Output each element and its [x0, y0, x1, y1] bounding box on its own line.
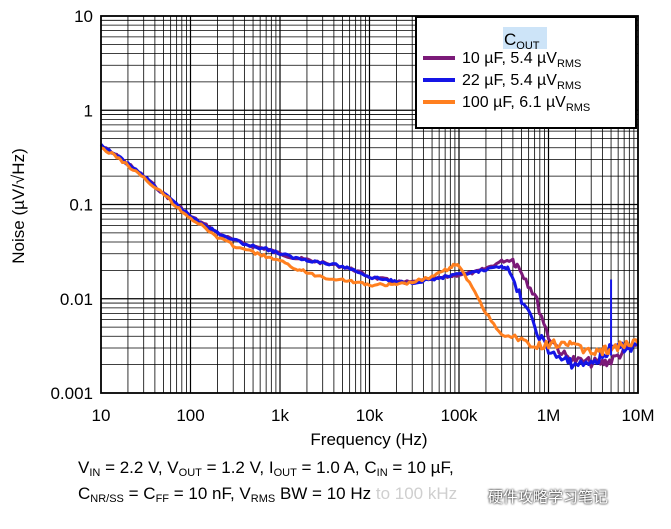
legend-title: COUT: [504, 30, 540, 52]
legend-title-highlight: [503, 27, 547, 49]
series-line-2: [99, 143, 639, 370]
y-tick-labels: 0.001 0.01 0.1 1 10: [50, 7, 93, 403]
caption-line-2: CNR/SS = CFF = 10 nF, VRMS BW = 10 Hz to…: [78, 484, 458, 505]
series-line-3: [100, 146, 640, 357]
x-tick-label: 100k: [441, 406, 478, 425]
x-tick-labels: 10 100 1k 10k 100k 1M 10M: [92, 406, 655, 425]
x-tick-label: 10k: [356, 406, 384, 425]
x-tick-label: 10M: [621, 406, 654, 425]
y-tick-label: 0.01: [60, 290, 93, 309]
x-axis-label: Frequency (Hz): [310, 430, 427, 449]
x-tick-label: 1k: [271, 406, 289, 425]
legend-entry-label: 10 µF, 5.4 µVRMS: [462, 50, 581, 70]
x-tick-label: 10: [92, 406, 111, 425]
y-tick-label: 0.001: [50, 384, 93, 403]
grid-lines: [101, 16, 638, 393]
series-group: [99, 143, 640, 370]
y-tick-label: 10: [74, 7, 93, 26]
legend-entry-label: 22 µF, 5.4 µVRMS: [462, 72, 581, 92]
watermark: 硬件攻略学习笔记: [488, 489, 609, 506]
plot-frame: [100, 15, 639, 394]
y-tick-label: 0.1: [69, 196, 93, 215]
legend-entry-label: 100 µF, 6.1 µVRMS: [462, 94, 590, 114]
caption-line-1: VIN = 2.2 V, VOUT = 1.2 V, IOUT = 1.0 A,…: [78, 458, 454, 479]
x-tick-label: 100: [176, 406, 204, 425]
y-axis-label: Noise (µV/√Hz): [9, 148, 28, 263]
y-tick-label: 1: [84, 101, 93, 120]
x-tick-label: 1M: [537, 406, 561, 425]
